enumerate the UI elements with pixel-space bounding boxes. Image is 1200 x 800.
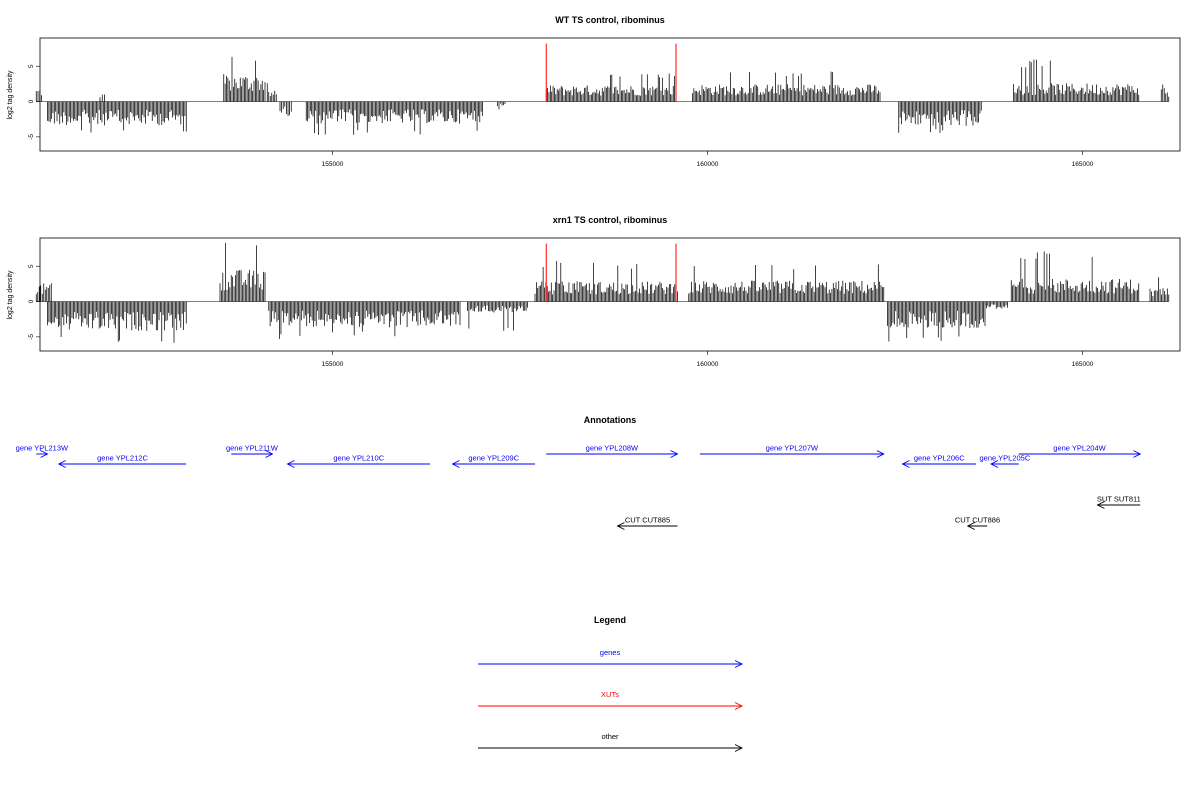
coverage-block (219, 243, 266, 302)
y-tick-label: -5 (28, 334, 35, 340)
coverage-block (1160, 84, 1170, 102)
legend-label: genes (600, 648, 621, 657)
xut-markers (545, 243, 677, 302)
coverage-block (266, 83, 277, 102)
panel-title: xrn1 TS control, ribominus (553, 215, 668, 225)
plot-frame (39, 237, 1181, 352)
coverage-block (1013, 59, 1140, 102)
coverage-block (305, 101, 483, 135)
annotation-label: gene YPL206C (914, 454, 965, 463)
annotation-label: gene YPL204W (1053, 444, 1106, 453)
annotation-item: gene YPL205C (980, 454, 1031, 465)
annotation-label: gene YPL210C (333, 454, 384, 463)
coverage-block (35, 283, 52, 302)
coverage-bars (35, 56, 1170, 135)
coverage-block (887, 301, 986, 342)
annotation-label: gene YPL212C (97, 454, 148, 463)
annotation-item: gene YPL206C (903, 454, 976, 465)
axes: -5 0 5 155000 160000 165000 (28, 64, 1094, 168)
annotation-label: CUT CUT885 (625, 516, 670, 525)
legend-entry: XUTs (478, 690, 742, 706)
panel-title: WT TS control, ribominus (555, 15, 665, 25)
annotation-item: gene YPL208W (546, 444, 677, 455)
y-tick-label: 5 (28, 264, 35, 268)
plot-frame (39, 37, 1181, 152)
annotation-item: SUT SUT811 (1097, 495, 1141, 506)
annotation-item: gene YPL207W (700, 444, 884, 455)
legend-entry: genes (478, 648, 742, 664)
x-tick-label: 165000 (1072, 361, 1094, 368)
legend-entry: other (478, 732, 742, 748)
x-tick-label: 165000 (1072, 161, 1094, 168)
x-tick-label: 155000 (322, 361, 344, 368)
annotation-item: CUT CUT886 (955, 516, 1000, 527)
coverage-block (47, 101, 187, 133)
annotations-title: Annotations (584, 415, 637, 425)
x-tick-label: 155000 (322, 161, 344, 168)
coverage-block (268, 301, 461, 339)
coverage-block (898, 101, 982, 133)
annotation-label: gene YPL207W (766, 444, 819, 453)
annotation-label: gene YPL211W (226, 444, 279, 453)
annotation-label: SUT SUT811 (1097, 495, 1141, 504)
coverage-block (984, 301, 1008, 309)
annotation-label: gene YPL205C (980, 454, 1031, 463)
annotation-item: gene YPL209C (453, 454, 535, 465)
coverage-block (279, 101, 292, 117)
y-axis-label: log2 tag density (7, 270, 14, 320)
y-tick-label: -5 (28, 134, 35, 140)
coverage-block (99, 94, 105, 102)
xut-markers (545, 43, 677, 102)
coverage-panel-xrn1: xrn1 TS control, ribominus log2 tag dens… (7, 215, 1181, 368)
legend-title: Legend (594, 615, 626, 625)
annotation-label: gene YPL209C (468, 454, 519, 463)
coverage-block (692, 71, 881, 102)
coverage-bars (35, 243, 1170, 343)
y-axis-label: log2 tag density (7, 70, 14, 120)
annotation-item: gene YPL204W (1018, 444, 1141, 455)
y-tick-label: 5 (28, 64, 35, 68)
coverage-block (47, 301, 187, 343)
annotation-label: gene YPL213W (16, 444, 69, 453)
annotation-item: gene YPL211W (226, 444, 279, 455)
coverage-block (35, 90, 42, 102)
legend-label: XUTs (601, 690, 619, 699)
annotation-item: CUT CUT885 (618, 516, 678, 527)
coverage-block (1149, 277, 1170, 302)
y-tick-label: 0 (28, 99, 35, 103)
axes: -5 0 5 155000 160000 165000 (28, 264, 1094, 368)
coverage-block (688, 264, 885, 302)
annotation-item: gene YPL212C (59, 454, 187, 465)
coverage-block (545, 73, 677, 102)
coverage-block (497, 101, 506, 110)
legend: Legend genes XUTs other (478, 615, 742, 748)
legend-label: other (601, 732, 619, 741)
coverage-block (223, 56, 266, 102)
coverage-block (467, 301, 528, 331)
annotation-label: gene YPL208W (586, 444, 639, 453)
coverage-block (534, 260, 678, 302)
coverage-panel-wt: WT TS control, ribominus log2 tag densit… (7, 15, 1181, 168)
x-tick-label: 160000 (697, 161, 719, 168)
y-tick-label: 0 (28, 299, 35, 303)
annotations-track: Annotations gene YPL213W gene YPL212C gene… (16, 415, 1141, 526)
annotation-item: gene YPL210C (288, 454, 430, 465)
coverage-block (1010, 251, 1140, 302)
x-tick-label: 160000 (697, 361, 719, 368)
annotation-item: gene YPL213W (16, 444, 69, 455)
annotation-label: CUT CUT886 (955, 516, 1000, 525)
